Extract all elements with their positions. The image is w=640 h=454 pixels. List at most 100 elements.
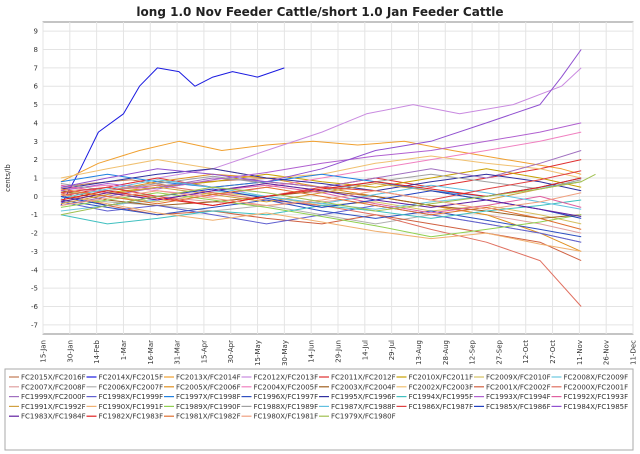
legend-entry: FC1992X/FC1993F <box>564 393 629 401</box>
legend-entry: FC2009X/FC2010F <box>486 374 551 382</box>
legend-entry: FC2001X/FC2002F <box>486 383 551 391</box>
legend-entry: FC1993X/FC1994F <box>486 393 551 401</box>
series-line <box>60 183 582 217</box>
legend-entry: FC2006X/FC2007F <box>99 383 164 391</box>
legend-entry: FC2010X/FC2011F <box>409 374 474 382</box>
x-tick-label: 14-Jul <box>361 340 369 360</box>
y-tick-label: -3 <box>31 248 38 256</box>
legend-entry: FC1989X/FC1990F <box>176 403 241 411</box>
x-tick-label: 15-Apr <box>200 340 208 364</box>
legend-entry: FC1998X/FC1999F <box>99 393 164 401</box>
x-tick-label: 12-Oct <box>522 340 530 364</box>
series-line <box>60 186 582 230</box>
y-tick-label: -7 <box>31 321 38 329</box>
legend-entry: FC2008X/FC2009F <box>564 374 629 382</box>
y-tick-label: 4 <box>34 119 39 127</box>
legend-entry: FC2013X/FC2014F <box>176 374 241 382</box>
series-line <box>60 181 582 205</box>
y-tick-label: 1 <box>34 175 38 183</box>
x-tick-label: 31-Mar <box>174 340 182 365</box>
y-tick-label: 9 <box>34 28 38 36</box>
legend-entry: FC1983X/FC1984F <box>21 413 86 421</box>
series-line <box>60 177 582 206</box>
y-tick-label: -4 <box>31 266 39 274</box>
legend-entry: FC2004X/FC2005F <box>254 383 319 391</box>
y-tick-label: 5 <box>34 101 38 109</box>
series-lines <box>60 49 596 307</box>
legend-entry: FC2014X/FC2015F <box>99 374 164 382</box>
legend-entry: FC1987X/FC1988F <box>331 403 396 411</box>
legend-entry: FC1988X/FC1989F <box>254 403 319 411</box>
legend-entry: FC2000X/FC2001F <box>564 383 629 391</box>
x-tick-label: 13-Aug <box>415 340 423 365</box>
x-tick-label: 27-Oct <box>549 340 557 364</box>
legend-entry: FC1991X/FC1992F <box>21 403 86 411</box>
legend-entry: FC1990X/FC1991F <box>99 403 164 411</box>
series-line <box>60 168 582 192</box>
legend-entry: FC1999X/FC2000F <box>21 393 86 401</box>
y-tick-label: 7 <box>34 64 38 72</box>
series-line <box>60 192 582 262</box>
x-tick-label: 29-Jun <box>335 340 343 363</box>
y-tick-label: 8 <box>34 46 38 54</box>
x-tick-label: 11-Nov <box>576 340 584 365</box>
x-axis-ticks: 15-Jan 30-Jan 14-Feb 1-Mar 16-Mar 31-Mar 15-Ap… <box>40 339 638 365</box>
x-tick-label: 28-Aug <box>442 340 450 365</box>
y-tick-label: 0 <box>34 193 38 201</box>
x-tick-label: 11-Dec <box>630 340 638 365</box>
legend-items: FC2015X/FC2016F FC2014X/FC2015F FC2013X/FC… <box>9 374 628 421</box>
y-tick-label: -2 <box>31 230 38 238</box>
x-tick-label: 15-May <box>254 340 262 366</box>
legend-entry: FC1995X/FC1996F <box>331 393 396 401</box>
y-tick-label: -5 <box>31 285 38 293</box>
legend-entry: FC1994X/FC1995F <box>409 393 474 401</box>
series-line <box>60 49 582 188</box>
x-tick-label: 12-Sep <box>469 339 477 364</box>
series-line <box>60 173 596 216</box>
legend-entry: FC1985X/FC1986F <box>486 403 551 411</box>
legend-entry: FC2011X/FC2012F <box>331 374 396 382</box>
legend-entry: FC1982X/FC1983F <box>99 413 164 421</box>
x-tick-label: 26-Nov <box>603 340 611 365</box>
legend-entry: FC1979X/FC1980F <box>331 413 396 421</box>
x-tick-label: 30-May <box>281 340 289 366</box>
y-axis-ticks: -7 -6 -5 -4 -3 -2 -1 0 1 2 3 4 5 6 7 8 9 <box>31 28 39 330</box>
series-line <box>60 179 582 210</box>
x-tick-label: 1-Mar <box>120 340 128 360</box>
x-tick-label: 29-Jul <box>388 340 396 360</box>
legend-entry: FC1996X/FC1997F <box>254 393 319 401</box>
x-tick-label: 30-Apr <box>227 340 235 364</box>
legend-entry: FC1997X/FC1998F <box>176 393 241 401</box>
legend-entry: FC1986X/FC1987F <box>409 403 474 411</box>
y-tick-label: 3 <box>34 138 38 146</box>
y-tick-label: 2 <box>34 156 38 164</box>
grid <box>42 22 634 334</box>
chart-title: long 1.0 Nov Feeder Cattle/short 1.0 Jan… <box>136 5 503 19</box>
series-line <box>60 190 582 210</box>
legend-entry: FC1984X/FC1985F <box>564 403 629 411</box>
series-line <box>60 122 582 192</box>
series-line <box>60 192 582 238</box>
legend-entry: FC2005X/FC2006F <box>176 383 241 391</box>
legend-entry: FC2007X/FC2008F <box>21 383 86 391</box>
y-axis-label: cents/lb <box>4 164 12 192</box>
series-line <box>60 194 582 252</box>
y-tick-label: -6 <box>31 303 39 311</box>
series-line <box>60 140 582 183</box>
legend-entry: FC2012X/FC2013F <box>254 374 319 382</box>
x-tick-label: 15-Jan <box>40 340 48 363</box>
x-tick-label: 14-Feb <box>93 339 101 363</box>
y-tick-label: -1 <box>31 211 38 219</box>
y-tick-label: 6 <box>34 83 39 91</box>
legend-entry: FC1980X/FC1981F <box>254 413 319 421</box>
x-tick-label: 30-Jan <box>66 340 74 363</box>
x-tick-label: 14-Jun <box>308 340 316 363</box>
legend <box>4 368 634 451</box>
series-line <box>60 199 582 238</box>
series-line <box>60 67 285 206</box>
x-tick-label: 16-Mar <box>147 340 155 365</box>
legend-entry: FC1981X/FC1982F <box>176 413 241 421</box>
series-line <box>60 199 582 225</box>
